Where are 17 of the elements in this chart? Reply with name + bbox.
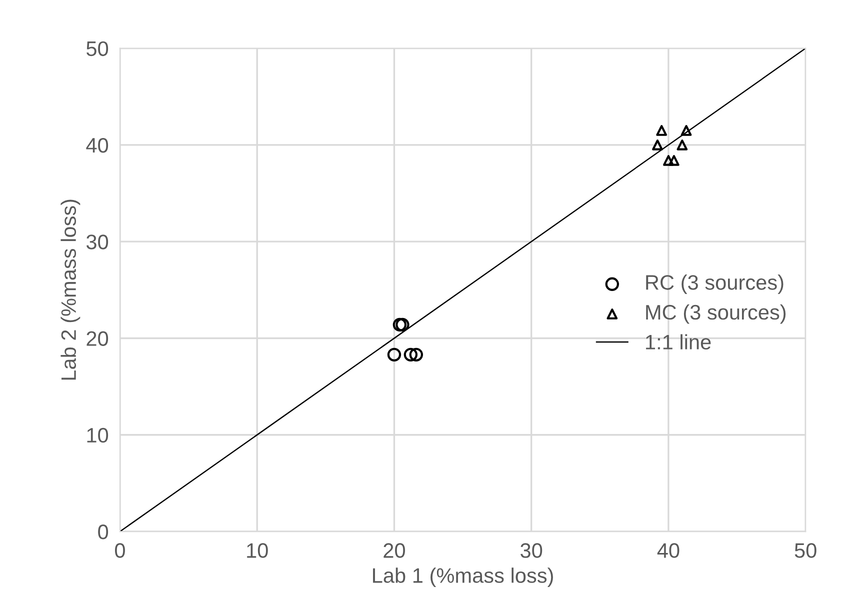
x-tick-label: 10 [247,543,268,558]
legend-label: RC (3 sources) [646,274,784,294]
x-tick-label: 30 [520,543,542,558]
y-tick-label: 50 [86,41,108,56]
x-tick-label: 20 [384,543,405,558]
x-axis-title: Lab 1 (%mass loss) [373,568,553,588]
y-tick-label: 40 [86,138,108,153]
x-tick-label: 50 [794,543,816,558]
legend-label: MC (3 sources) [646,304,786,324]
y-axis-title: Lab 2 (%mass loss) [60,200,80,380]
x-tick-label: 0 [115,543,125,558]
y-tick-label: 0 [98,524,108,540]
y-tick-label: 10 [87,428,108,443]
x-tick-label: 40 [657,543,680,558]
y-tick-label: 20 [86,331,108,346]
y-tick-label: 30 [86,234,108,250]
legend-label: 1:1 line [646,334,711,350]
